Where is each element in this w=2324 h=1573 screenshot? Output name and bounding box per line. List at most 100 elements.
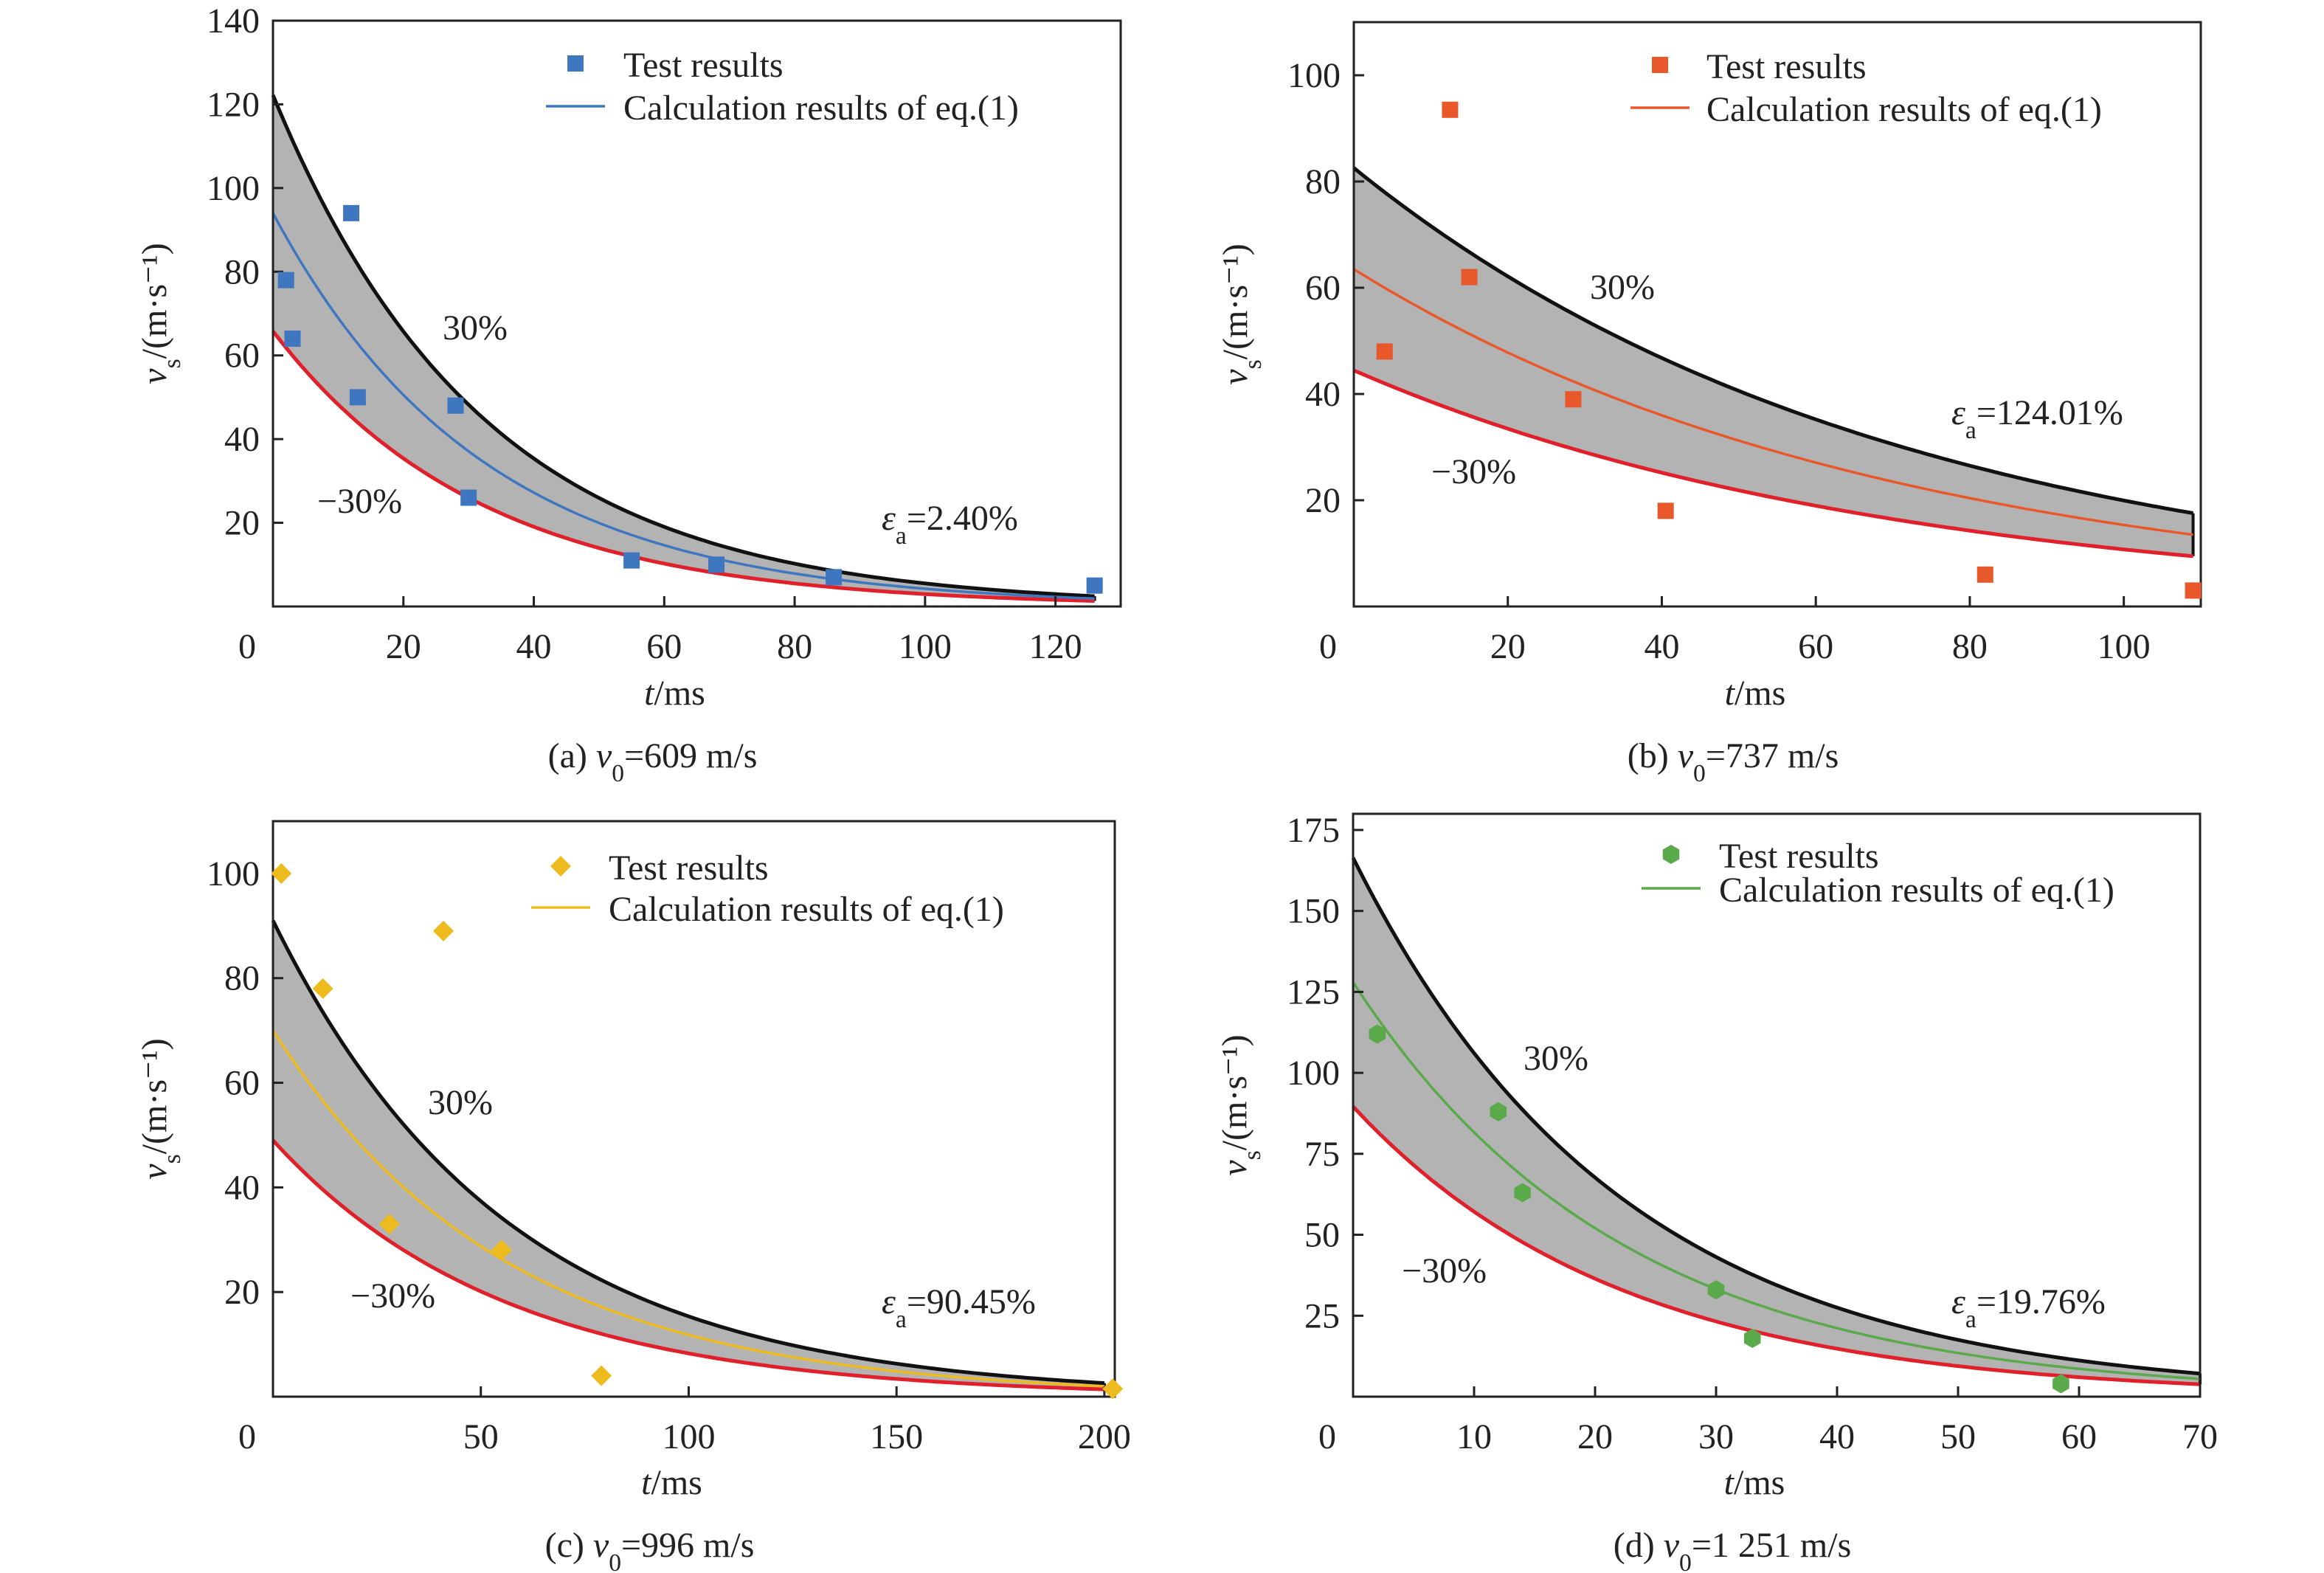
x-tick-label: 0 xyxy=(238,1417,256,1456)
y-tick-label: 140 xyxy=(207,1,260,41)
calculation-line xyxy=(1353,268,2193,536)
legend-label-points: Test results xyxy=(609,848,769,888)
chart-panel-c: 0 50 100 150 200 20 40 60 80 100 t/ms vs/(m·s⁻¹) (c)… xyxy=(135,820,1131,1573)
x-tick-label: 50 xyxy=(1940,1417,1976,1456)
x-tick-label: 120 xyxy=(1029,627,1082,666)
y-tick-label: 20 xyxy=(224,504,260,543)
upper-band-label: 30% xyxy=(1590,268,1655,307)
upper-bound-line xyxy=(1352,166,2194,516)
x-tick-label: 0 xyxy=(1319,627,1337,666)
panel-caption: (a) v0=609 m/s xyxy=(548,736,758,787)
x-axis-label: t/ms xyxy=(1724,1463,1785,1502)
data-point xyxy=(708,556,725,573)
y-axis-label: vs/(m·s⁻¹) xyxy=(135,1038,186,1179)
y-tick-label: 50 xyxy=(1304,1216,1340,1255)
data-point xyxy=(1707,1280,1725,1300)
x-tick-label: 80 xyxy=(1952,627,1988,666)
data-point xyxy=(1565,391,1582,408)
lower-band-label: −30% xyxy=(1402,1251,1487,1290)
x-tick-label: 80 xyxy=(777,627,812,666)
data-point xyxy=(1514,1183,1531,1203)
y-tick-label: 25 xyxy=(1304,1296,1340,1335)
y-tick-label: 75 xyxy=(1304,1135,1340,1174)
y-tick-label: 80 xyxy=(224,252,260,291)
y-tick-label: 100 xyxy=(207,854,260,893)
data-point xyxy=(826,569,843,586)
data-point xyxy=(1086,577,1103,594)
x-tick-label: 100 xyxy=(899,627,952,666)
upper-band-label: 30% xyxy=(1524,1039,1588,1078)
error-band xyxy=(273,95,1095,601)
upper-band-label: 30% xyxy=(443,308,508,348)
y-tick-label: 40 xyxy=(1305,375,1341,414)
data-point xyxy=(623,552,640,569)
x-tick-label: 0 xyxy=(1318,1417,1336,1456)
data-point xyxy=(1461,269,1478,286)
panel-caption: (b) v0=737 m/s xyxy=(1628,736,1839,787)
data-point xyxy=(591,1365,612,1386)
y-tick-label: 40 xyxy=(224,420,260,459)
data-point xyxy=(1657,502,1674,519)
y-tick-label: 100 xyxy=(1287,1054,1340,1093)
panel-caption: (c) v0=996 m/s xyxy=(545,1526,755,1573)
data-point xyxy=(1442,101,1459,118)
data-point xyxy=(378,1214,400,1234)
lower-band-label: −30% xyxy=(317,482,402,521)
legend-label-line: Calculation results of eq.(1) xyxy=(1706,90,2102,129)
x-tick-label: 70 xyxy=(2182,1417,2218,1456)
x-tick-label: 30 xyxy=(1698,1417,1734,1456)
y-tick-label: 20 xyxy=(224,1273,260,1312)
x-tick-label: 200 xyxy=(1078,1417,1131,1456)
panel-caption: (d) v0=1 251 m/s xyxy=(1614,1526,1852,1573)
x-tick-label: 60 xyxy=(1798,627,1833,666)
legend-label-line: Calculation results of eq.(1) xyxy=(1719,871,2114,910)
calculation-line xyxy=(1352,981,2201,1380)
x-tick-label: 10 xyxy=(1456,1417,1492,1456)
y-tick-label: 125 xyxy=(1287,972,1340,1012)
data-point xyxy=(277,272,294,288)
data-point xyxy=(447,397,464,414)
x-tick-label: 20 xyxy=(386,627,421,666)
lower-bound-line xyxy=(272,330,1095,603)
x-tick-label: 20 xyxy=(1577,1417,1613,1456)
x-tick-label: 20 xyxy=(1490,627,1526,666)
x-tick-label: 100 xyxy=(662,1417,715,1456)
legend: Test results Calculation results of eq.(1… xyxy=(1630,47,2102,129)
chart-panel-a: 0 20 40 60 80 100 120 20 40 60 80 100 120 140 t/ms vs/(… xyxy=(135,1,1122,787)
x-tick-label: 40 xyxy=(1819,1417,1855,1456)
legend-label-points: Test results xyxy=(1706,47,1867,86)
y-tick-label: 80 xyxy=(1305,162,1341,201)
data-point xyxy=(2052,1374,2069,1394)
upper-bound-line xyxy=(1351,857,2201,1376)
legend-label-line: Calculation results of eq.(1) xyxy=(609,890,1004,929)
x-tick-label: 40 xyxy=(516,627,552,666)
data-point xyxy=(1743,1329,1761,1348)
data-point xyxy=(1490,1102,1507,1121)
y-tick-label: 60 xyxy=(1305,269,1341,308)
x-tick-label: 60 xyxy=(2061,1417,2097,1456)
upper-bound-line xyxy=(271,94,1095,598)
chart-panel-b: 0 20 40 60 80 100 20 40 60 80 100 t/ms vs/(m·s⁻¹) (b)… xyxy=(1216,21,2202,787)
data-point xyxy=(2185,582,2202,599)
y-tick-label: 60 xyxy=(224,1064,260,1103)
lower-band-label: −30% xyxy=(350,1276,435,1316)
x-tick-label: 150 xyxy=(870,1417,923,1456)
y-axis-label: vs/(m·s⁻¹) xyxy=(1215,1034,1266,1175)
x-tick-label: 0 xyxy=(238,627,256,666)
y-tick-label: 40 xyxy=(224,1168,260,1207)
data-point xyxy=(349,389,366,406)
error-annotation: εa=90.45% xyxy=(882,1282,1036,1333)
x-axis-label: t/ms xyxy=(641,1463,702,1502)
lower-bound-line xyxy=(272,1138,1104,1392)
lower-band-label: −30% xyxy=(1431,452,1516,491)
y-tick-label: 175 xyxy=(1287,811,1340,850)
data-point xyxy=(1376,343,1393,360)
plot-frame xyxy=(1352,812,2202,1398)
x-tick-label: 40 xyxy=(1644,627,1679,666)
y-tick-label: 120 xyxy=(207,85,260,124)
lower-bound-line xyxy=(1353,368,2193,559)
y-tick-label: 60 xyxy=(224,336,260,376)
